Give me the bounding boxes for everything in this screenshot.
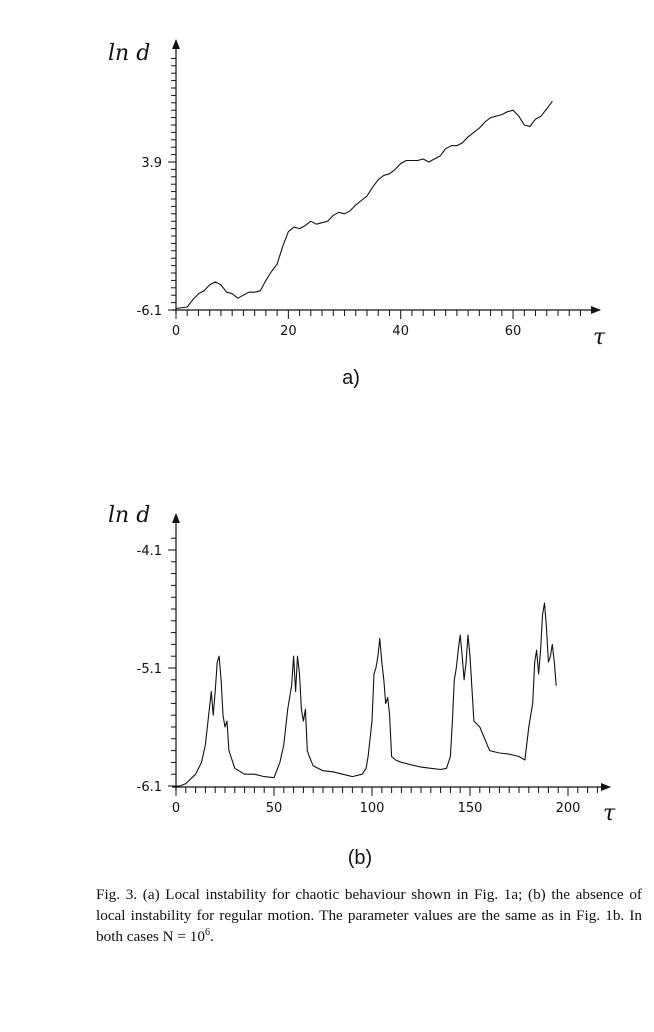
y-tick-label: -6.1: [137, 780, 162, 795]
y-tick-label: 3.9: [141, 156, 162, 171]
panel-b-chart: 0 50 100 150 200 -4.1 -5.1 -6.1 ln d τ (b): [108, 503, 616, 869]
x-tick-label: 0: [172, 324, 180, 339]
y-tick-label: -5.1: [137, 662, 162, 677]
panel-label: (b): [348, 847, 372, 869]
caption-exponent: 6: [204, 926, 210, 938]
caption-text: Fig. 3. (a) Local instability for chaoti…: [96, 886, 642, 945]
y-axis-title: ln d: [108, 503, 150, 528]
caption-end: .: [209, 928, 214, 945]
x-axis-title: τ: [593, 325, 606, 350]
panel-a-chart: 0 20 40 60 -6.1 3.9 ln d τ a): [108, 39, 606, 389]
x-tick-label: 150: [458, 801, 483, 816]
series-line: [175, 100, 553, 310]
panel-label: a): [342, 367, 360, 389]
x-tick-label: 0: [172, 801, 180, 816]
series-line: [176, 602, 557, 787]
y-axis-title: ln d: [108, 41, 150, 66]
y-tick-label: -6.1: [137, 304, 162, 319]
y-tick-label: -4.1: [137, 544, 162, 559]
figure-caption: Fig. 3. (a) Local instability for chaoti…: [96, 884, 642, 947]
figure-canvas: 0 20 40 60 -6.1 3.9 ln d τ a) 0 50 100 150 200 -4.1 -5…: [108, 39, 616, 869]
x-tick-label: 60: [505, 324, 522, 339]
x-tick-label: 50: [266, 801, 283, 816]
x-tick-label: 20: [280, 324, 297, 339]
x-axis-title: τ: [603, 801, 616, 826]
x-tick-label: 100: [360, 801, 385, 816]
x-tick-label: 40: [392, 324, 409, 339]
x-tick-label: 200: [556, 801, 581, 816]
